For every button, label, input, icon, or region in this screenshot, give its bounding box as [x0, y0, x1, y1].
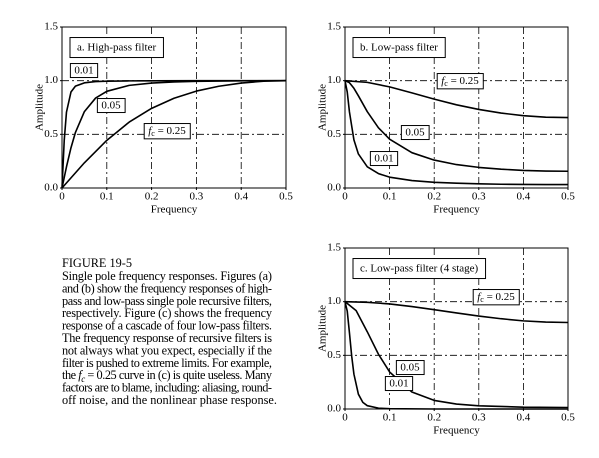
series-label: fc = 0.25: [477, 291, 515, 304]
caption-line: pass and low-pass single pole recursive …: [62, 294, 272, 308]
series-label: 0.05: [405, 127, 425, 139]
x-tick-label: 0.3: [472, 191, 486, 203]
label-box: [436, 73, 484, 90]
x-axis-label: Frequency: [433, 425, 480, 437]
caption-line: The frequency response of recursive filt…: [62, 331, 272, 345]
caption-symbol: f: [78, 368, 83, 382]
y-tick-label: 1.5: [327, 21, 341, 33]
caption-line: and (b) show the frequency responses of …: [62, 281, 272, 295]
x-tick-label: 0.5: [279, 191, 293, 203]
y-tick-label: 1.0: [327, 74, 341, 86]
x-tick-label: 0.4: [517, 412, 531, 424]
label-box: [96, 98, 126, 114]
series-label: fc = 0.25: [148, 125, 186, 138]
x-tick-label: 0.3: [190, 191, 204, 203]
caption-line: factors are to blame, including: aliasin…: [62, 381, 272, 395]
x-tick-label: 0.2: [427, 191, 441, 203]
series-label: 0.05: [101, 100, 121, 112]
y-axis-label: Amplitude: [317, 84, 329, 131]
caption-line: Single pole frequency responses. Figures…: [62, 269, 272, 283]
label-rest: = 0.25: [484, 291, 515, 303]
label-main: f: [148, 125, 153, 137]
x-tick-label: 0.5: [561, 191, 575, 203]
x-axis-label: Frequency: [433, 204, 480, 216]
y-tick-label: 0.5: [327, 349, 341, 361]
series-line: [61, 79, 287, 189]
title-box: [69, 37, 164, 59]
series-label: 0.01: [374, 153, 393, 165]
label-box: [400, 125, 430, 141]
panel-title: a. High-pass filter: [77, 42, 156, 54]
y-axis-label: Amplitude: [317, 305, 329, 352]
x-tick-label: 0.1: [383, 191, 397, 203]
label-sub: c: [444, 79, 448, 88]
caption-line: the fc = 0.25 curve in (c) is quite usel…: [62, 368, 273, 384]
y-tick-label: 0.5: [327, 128, 341, 140]
series-label: fc = 0.25: [441, 75, 479, 88]
caption-line: filter is pushed to extreme limits. For …: [62, 356, 272, 370]
y-tick-label: 0.0: [327, 182, 341, 194]
x-tick-label: 0: [59, 191, 65, 203]
y-tick-label: 0.0: [44, 182, 58, 194]
x-tick-label: 0.4: [234, 191, 248, 203]
plot-frame: [61, 26, 287, 189]
series-label: 0.01: [74, 65, 93, 77]
x-tick-label: 0.1: [383, 412, 397, 424]
series-label: 0.01: [389, 378, 408, 390]
y-tick-label: 0.5: [44, 128, 58, 140]
series-line: [61, 79, 287, 189]
y-axis-label: Amplitude: [34, 84, 46, 131]
x-tick-label: 0.2: [145, 191, 159, 203]
x-tick-label: 0: [342, 191, 348, 203]
caption-line: not always what you expect, especially i…: [62, 343, 273, 357]
label-box: [395, 360, 425, 376]
caption-heading: FIGURE 19-5: [62, 256, 132, 270]
label-box: [369, 151, 399, 167]
y-tick-label: 0.0: [327, 403, 341, 415]
panel-title: c. Low-pass filter (4 stage): [360, 263, 479, 275]
label-box: [472, 289, 520, 306]
x-tick-label: 0.1: [100, 191, 114, 203]
x-tick-label: 0.2: [427, 412, 441, 424]
y-tick-label: 1.5: [327, 242, 341, 254]
label-box: [69, 63, 99, 79]
caption-text: the: [62, 368, 79, 382]
series-line: [344, 80, 568, 186]
label-rest: = 0.25: [448, 75, 479, 87]
label-sub: c: [480, 295, 484, 304]
label-main: f: [441, 75, 446, 87]
caption-line: response of a cascade of four low-pass f…: [62, 319, 272, 333]
caption-subscript: c: [81, 374, 85, 384]
caption-line: respectively. Figure (c) shows the frequ…: [62, 306, 273, 320]
label-sub: c: [151, 129, 155, 138]
y-tick-label: 1.0: [327, 295, 341, 307]
caption-text: = 0.25 curve in (c) is quite useless. Ma…: [85, 368, 273, 382]
title-box: [352, 258, 487, 280]
x-tick-label: 0: [342, 412, 348, 424]
y-tick-label: 1.0: [44, 74, 58, 86]
title-box: [352, 37, 446, 59]
series-line: [344, 300, 569, 324]
x-tick-label: 0.4: [517, 191, 531, 203]
panel-title: b. Low-pass filter: [360, 42, 438, 54]
plot-frame: [344, 26, 569, 189]
series-line: [344, 301, 569, 409]
x-tick-label: 0.3: [472, 412, 486, 424]
label-box: [143, 123, 191, 140]
label-main: f: [477, 291, 482, 303]
caption-line: off noise, and the nonlinear phase respo…: [62, 393, 277, 407]
y-tick-label: 1.5: [44, 21, 58, 33]
label-rest: = 0.25: [155, 125, 186, 137]
x-axis-label: Frequency: [151, 204, 198, 216]
series-label: 0.05: [400, 362, 420, 374]
series-line: [344, 79, 569, 119]
series-line: [344, 301, 568, 410]
series-line: [344, 79, 569, 173]
x-tick-label: 0.5: [561, 412, 575, 424]
label-box: [384, 376, 414, 392]
